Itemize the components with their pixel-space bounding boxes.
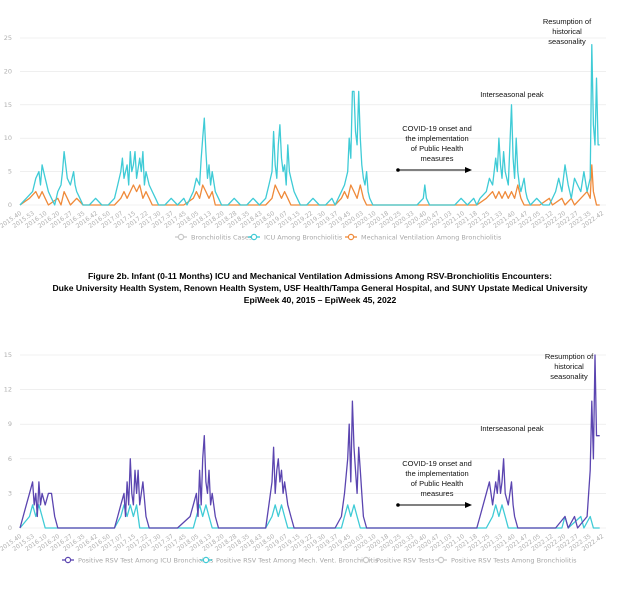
annotation-text: the implementation [405, 134, 468, 143]
legend-label: Bronchiolitis Cases [191, 233, 253, 241]
y-tick-label: 12 [4, 386, 12, 394]
legend-marker [177, 233, 185, 241]
legend-item[interactable]: Positive RSV Tests [360, 556, 435, 564]
annotation-text: Resumption of [545, 352, 594, 361]
series-line-cyan2 [19, 504, 600, 529]
series-line-mech [19, 164, 600, 206]
legend-marker [64, 556, 72, 564]
annotation-covid-2: COVID-19 onset and the implementation of… [402, 459, 472, 498]
arrow-covid-1 [396, 167, 472, 173]
series-line-icu [19, 44, 600, 206]
figure-caption: Figure 2b. Infant (0-11 Months) ICU and … [0, 270, 640, 306]
y-tick-label: 0 [8, 201, 12, 209]
legend-item[interactable]: Bronchiolitis Cases [175, 233, 253, 241]
annotation-text: the implementation [405, 469, 468, 478]
caption-line: Duke University Health System, Renown He… [52, 283, 588, 293]
legend-marker [250, 233, 258, 241]
y-tick-label: 25 [4, 34, 12, 42]
annotation-resumption-1: Resumption of historical seasonality [543, 17, 592, 46]
legend-label: ICU Among Bronchiolitis [264, 233, 343, 241]
annotation-resumption-2: Resumption of historical seasonality [545, 352, 594, 381]
annotation-interseasonal-1: Interseasonal peak [480, 90, 544, 99]
annotation-covid-1: COVID-19 onset and the implementation of… [402, 124, 472, 163]
y-tick-label: 20 [4, 67, 12, 75]
legend-marker [202, 556, 210, 564]
annotation-interseasonal-2: Interseasonal peak [480, 424, 544, 433]
legend-marker [437, 556, 445, 564]
annotation-text: historical [554, 362, 584, 371]
y-tick-label: 6 [8, 455, 12, 463]
y-tick-label: 9 [8, 420, 12, 428]
annotation-text: measures [421, 489, 454, 498]
chart-icu-mech-vent: 0 5 10 15 20 25 2015.402015.532016.102016.202… [0, 34, 606, 241]
y-tick-label: 5 [8, 168, 12, 176]
legend-marker [362, 556, 370, 564]
chart2-gridlines [20, 354, 606, 529]
y-tick-label: 15 [4, 101, 12, 109]
annotation-text: Resumption of [543, 17, 592, 26]
y-tick-label: 15 [4, 351, 12, 359]
y-tick-label: 3 [8, 489, 12, 497]
y-tick-label: 10 [4, 134, 12, 142]
arrow-covid-2 [396, 502, 472, 508]
legend-item[interactable]: ICU Among Bronchiolitis [248, 233, 343, 241]
legend-label: Positive RSV Test Among Mech. Vent. Bron… [216, 556, 379, 564]
chart-positive-rsv: 0 3 6 9 12 15 2015.402015.532016.102016.20201… [0, 351, 606, 564]
annotation-text: COVID-19 onset and [402, 124, 472, 133]
chart2-legend[interactable]: Positive RSV Test Among ICU Bronchioliti… [62, 556, 577, 564]
caption-line: EpiWeek 40, 2015 – EpiWeek 45, 2022 [243, 295, 397, 305]
chart1-y-axis: 0 5 10 15 20 25 [4, 34, 12, 209]
legend-marker [347, 233, 355, 241]
annotation-text: seasonality [550, 372, 588, 381]
legend-label: Positive RSV Tests Among Bronchiolitis [451, 556, 577, 564]
chart2-x-axis: 2015.402015.532016.102016.202016.272016.… [0, 533, 605, 553]
legend-item[interactable]: Mechanical Ventilation Among Bronchiolit… [345, 233, 502, 241]
legend-label: Mechanical Ventilation Among Bronchiolit… [361, 233, 502, 241]
chart2-series [19, 354, 600, 529]
annotation-text: seasonality [548, 37, 586, 46]
legend-item[interactable]: Positive RSV Tests Among Bronchiolitis [435, 556, 577, 564]
legend-item[interactable]: Positive RSV Test Among ICU Bronchioliti… [62, 556, 214, 564]
chart1-x-axis: 2015.402015.532016.102016.202016.272016.… [0, 210, 605, 230]
annotation-text: historical [552, 27, 582, 36]
legend-item[interactable]: Positive RSV Test Among Mech. Vent. Bron… [200, 556, 379, 564]
annotation-text: measures [421, 154, 454, 163]
annotation-text: of Public Health [411, 479, 464, 488]
chart1-gridlines [20, 37, 606, 206]
legend-label: Positive RSV Tests [376, 556, 435, 564]
caption-line: Figure 2b. Infant (0-11 Months) ICU and … [88, 271, 552, 281]
annotation-text: of Public Health [411, 144, 464, 153]
y-tick-label: 0 [8, 524, 12, 532]
chart2-y-axis: 0 3 6 9 12 15 [4, 351, 12, 532]
chart1-legend[interactable]: Bronchiolitis Cases ICU Among Bronchiolit… [175, 233, 502, 241]
annotation-text: COVID-19 onset and [402, 459, 472, 468]
legend-label: Positive RSV Test Among ICU Bronchioliti… [78, 556, 214, 564]
chart1-series [19, 44, 600, 206]
series-line-purple [19, 354, 600, 529]
